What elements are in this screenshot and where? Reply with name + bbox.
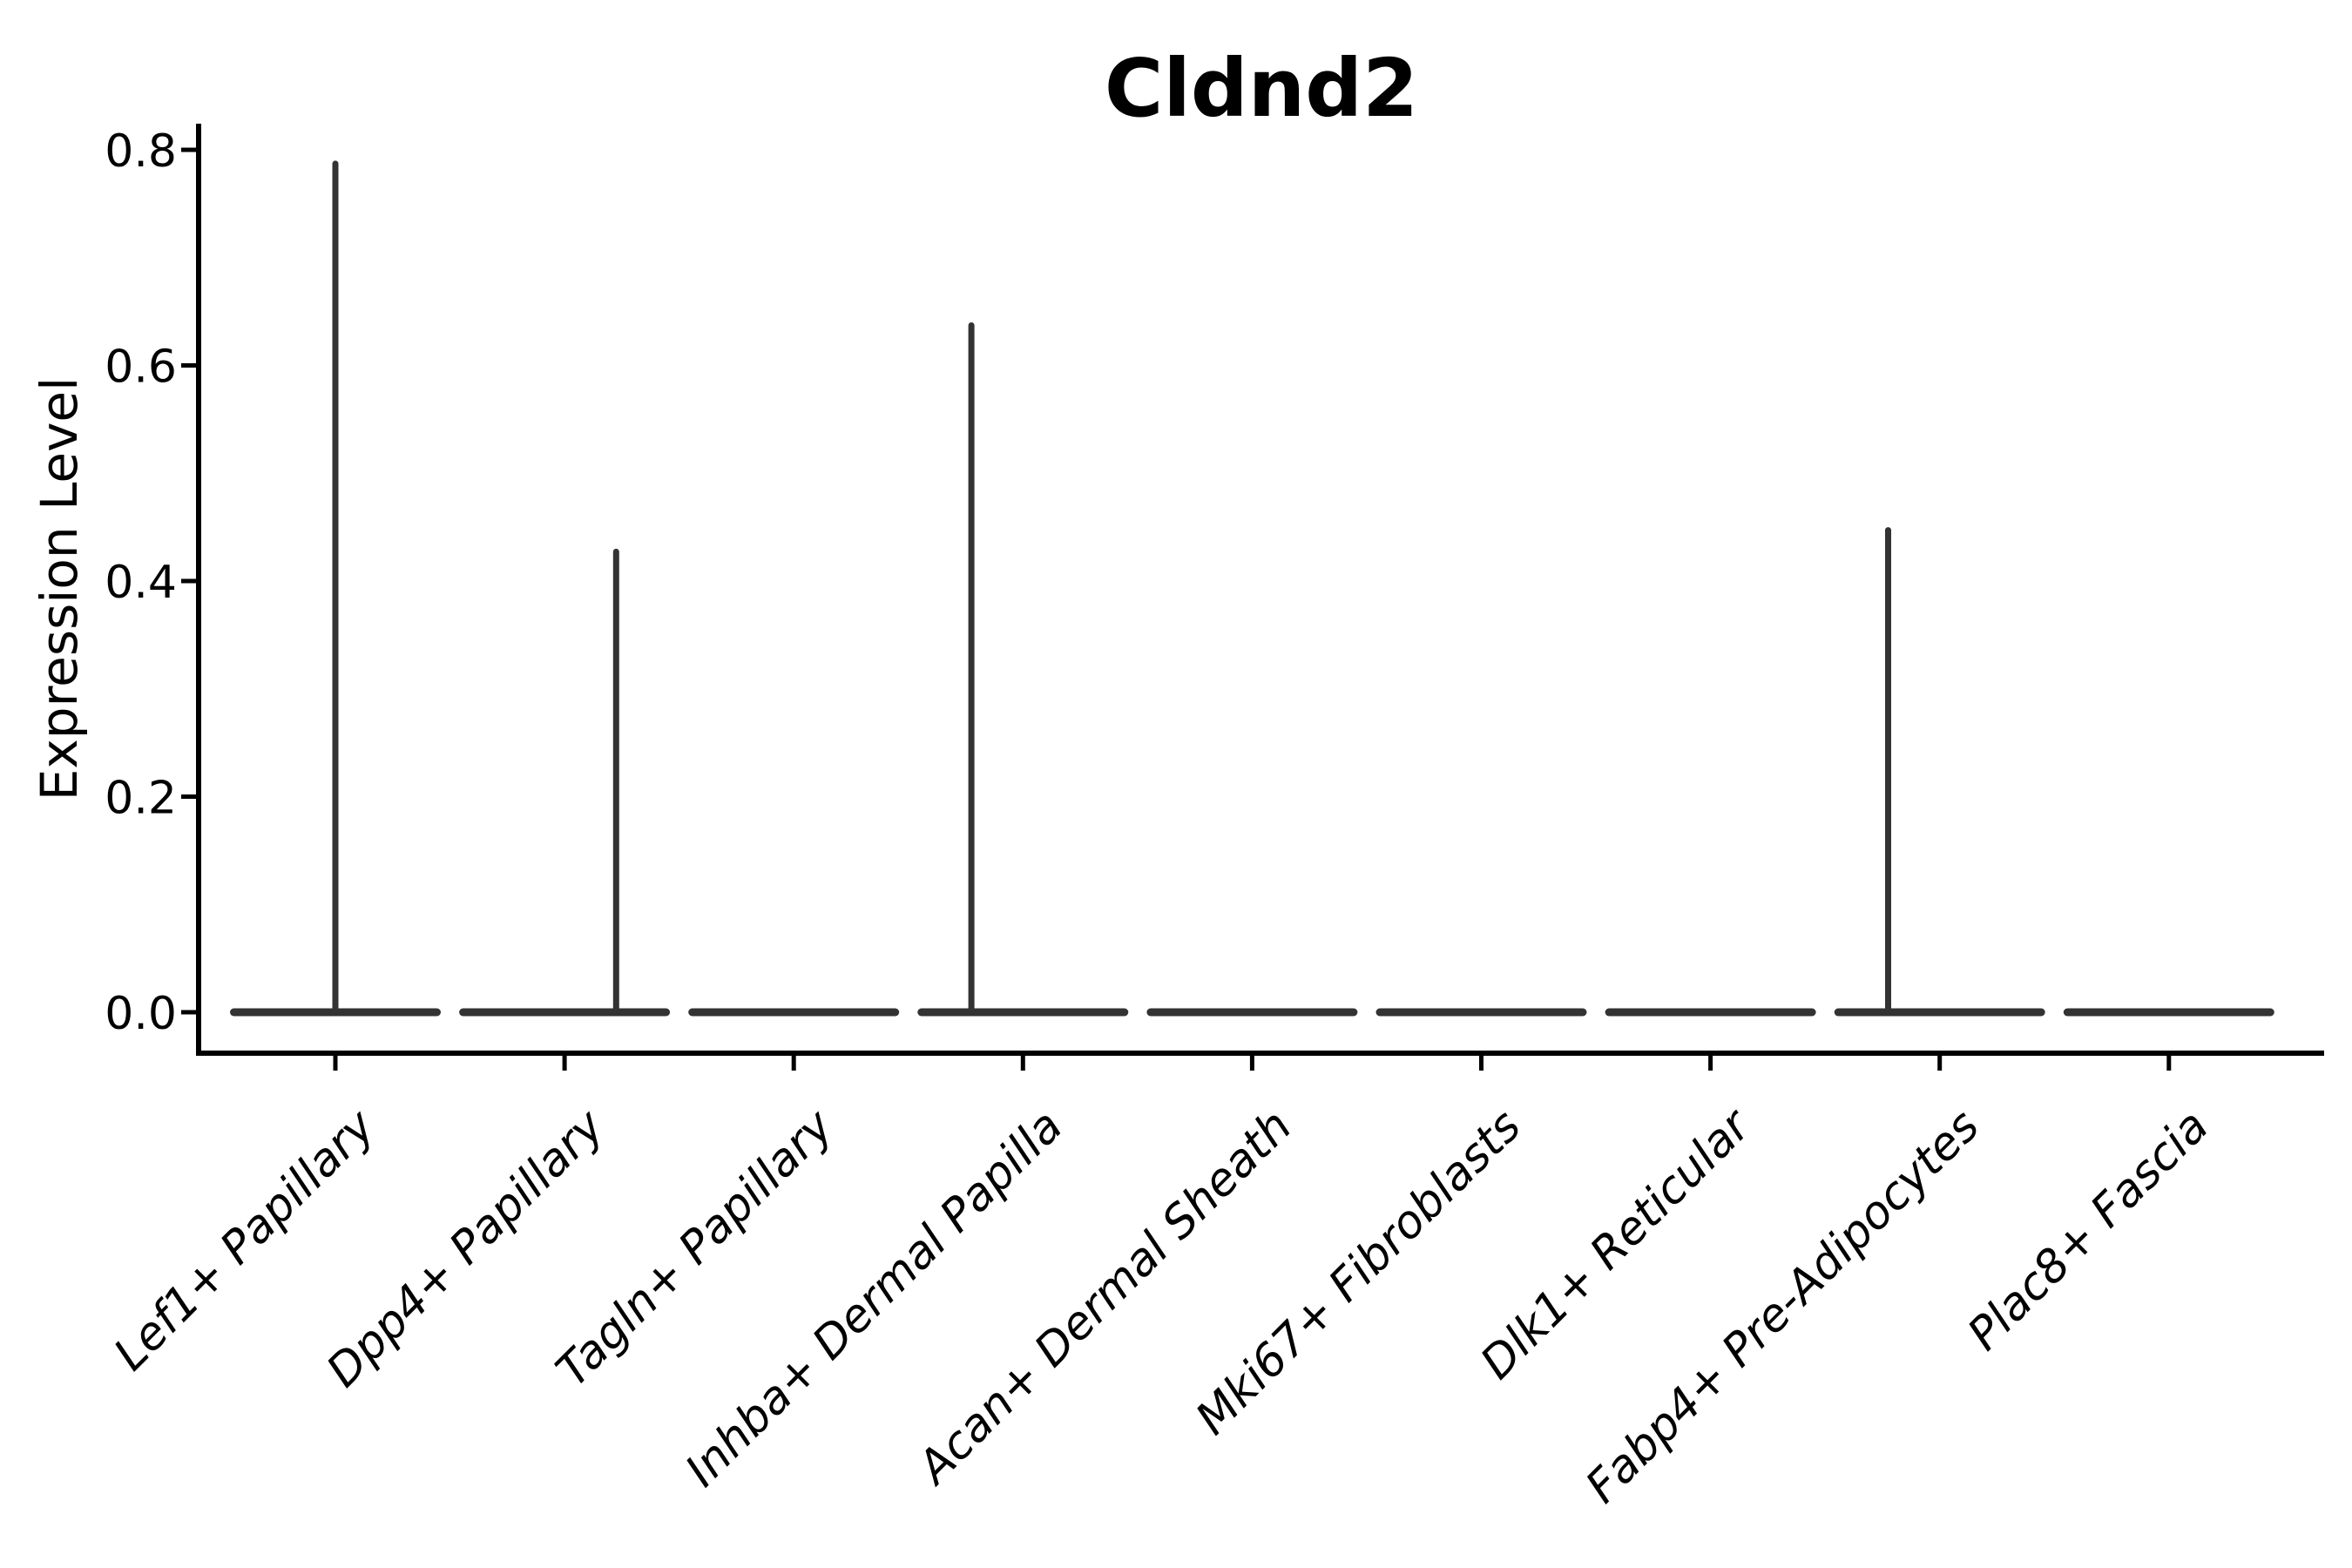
violin-max-spike <box>332 160 339 1012</box>
x-tick-label: Inhba+ Dermal Papilla <box>676 1100 1073 1497</box>
violin-body <box>459 1008 671 1017</box>
violin-body <box>1146 1008 1358 1017</box>
violin-max-spike <box>968 322 975 1012</box>
y-tick-label: 0.6 <box>105 341 177 394</box>
violin-body <box>1375 1008 1587 1017</box>
violin-body <box>2063 1008 2274 1017</box>
violin-max-spike <box>612 548 619 1012</box>
violin-max-spike <box>1885 527 1892 1012</box>
violin-body <box>230 1008 441 1017</box>
y-tick-group: 0.0 0.2 0.4 0.6 0.8 <box>105 125 199 1040</box>
violin-group <box>230 160 2274 1017</box>
x-tick-label: Acan+ Dermal Sheath <box>907 1100 1302 1496</box>
violin-body <box>917 1008 1129 1017</box>
y-tick-label: 0.4 <box>105 557 177 609</box>
y-tick-label: 0.0 <box>105 988 177 1040</box>
y-axis-label: Expression Level <box>30 377 89 801</box>
violin-body <box>1605 1008 1816 1017</box>
x-tick-group <box>333 1053 2172 1071</box>
violin-body <box>1834 1008 2045 1017</box>
y-tick-label: 0.8 <box>105 125 177 178</box>
x-tick-label: Fabp4+ Pre-Adipocytes <box>1576 1100 1990 1514</box>
chart-title: Cldnd2 <box>1105 42 1418 135</box>
y-tick-label: 0.2 <box>105 773 177 825</box>
x-tick-label: Plac8+ Fascia <box>1958 1100 2219 1361</box>
violin-body <box>688 1008 900 1017</box>
